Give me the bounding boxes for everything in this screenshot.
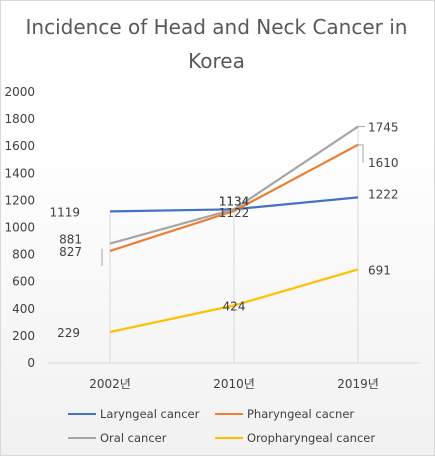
data-label: 229 bbox=[57, 326, 80, 340]
y-tick-label: 1000 bbox=[4, 221, 35, 235]
data-label: 1122 bbox=[219, 206, 250, 220]
chart-title: Incidence of Head and Neck Cancer in Kor… bbox=[0, 10, 433, 78]
legend-label: Laryngeal cancer bbox=[100, 407, 200, 421]
data-label: 881 bbox=[59, 233, 82, 247]
chart-title-line-1: Incidence of Head and Neck Cancer in bbox=[25, 15, 408, 39]
legend-item: Laryngeal cancer bbox=[68, 407, 199, 421]
legend-item: Oral cancer bbox=[68, 431, 166, 445]
x-tick-label: 2002년 bbox=[89, 377, 131, 391]
y-tick-label: 2000 bbox=[4, 85, 35, 99]
y-tick-label: 600 bbox=[12, 275, 35, 289]
series-line bbox=[109, 125, 359, 245]
y-tick-label: 800 bbox=[12, 248, 35, 262]
data-label: 1610 bbox=[368, 156, 399, 170]
legend-swatch bbox=[215, 413, 243, 415]
data-label: 424 bbox=[223, 300, 246, 314]
legend-item: Oropharyngeal cancer bbox=[215, 431, 375, 445]
series-line bbox=[109, 268, 359, 334]
data-label: 827 bbox=[59, 245, 82, 259]
legend-item: Pharyngeal cacner bbox=[215, 407, 354, 421]
y-tick-label: 0 bbox=[27, 356, 35, 370]
data-label: 1134 bbox=[219, 194, 250, 208]
y-tick-label: 1200 bbox=[4, 193, 35, 207]
data-label: 691 bbox=[368, 263, 391, 277]
x-tick-label: 2010년 bbox=[213, 377, 255, 391]
data-label: 1134 bbox=[219, 194, 250, 208]
legend-label: Pharyngeal cacner bbox=[247, 407, 355, 421]
leader-line bbox=[358, 144, 364, 163]
legend-swatch bbox=[68, 413, 96, 415]
y-tick-label: 1800 bbox=[4, 112, 35, 126]
legend-label: Oral cancer bbox=[100, 431, 167, 445]
legend-label: Oropharyngeal cancer bbox=[247, 431, 376, 445]
x-tick-label: 2019년 bbox=[337, 377, 379, 391]
data-label: 1119 bbox=[49, 205, 80, 219]
y-tick-label: 1400 bbox=[4, 166, 35, 180]
legend: Laryngeal cancer Pharyngeal cacner Oral ca… bbox=[0, 400, 433, 450]
y-tick-label: 200 bbox=[12, 329, 35, 343]
chart-title-line-2: Korea bbox=[188, 49, 245, 73]
series-line bbox=[109, 143, 359, 252]
legend-swatch bbox=[68, 437, 96, 439]
data-label: 1745 bbox=[368, 121, 399, 135]
y-tick-label: 1600 bbox=[4, 139, 35, 153]
legend-swatch bbox=[215, 437, 243, 439]
data-label: 1222 bbox=[368, 187, 399, 201]
y-tick-label: 400 bbox=[12, 302, 35, 316]
